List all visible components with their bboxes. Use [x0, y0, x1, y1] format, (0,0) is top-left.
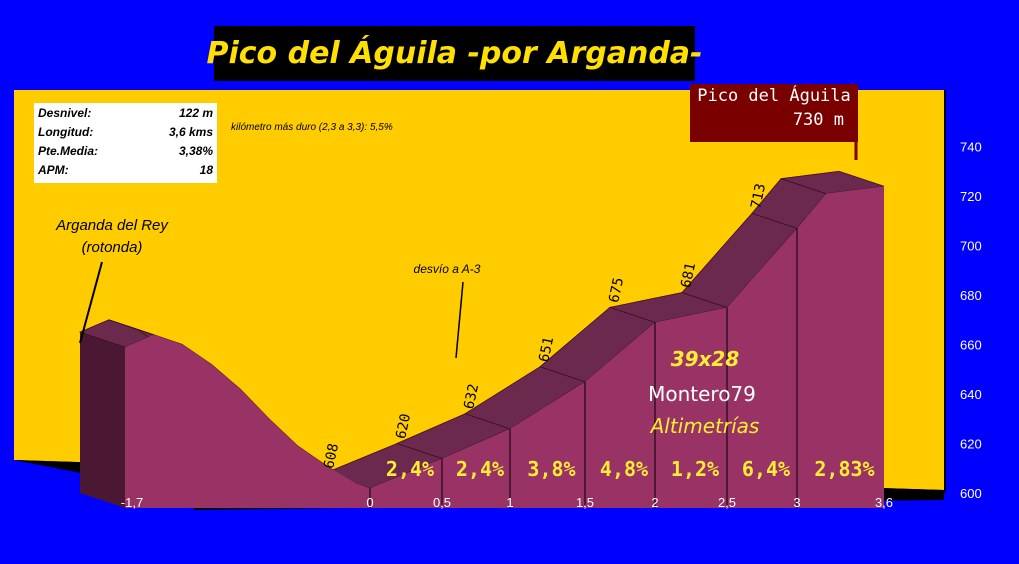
credit-series: Altimetrías — [649, 414, 760, 438]
altitude-label: 651 — [536, 336, 557, 364]
gradient-label: 2,4% — [386, 457, 434, 481]
altitude-label: 675 — [606, 276, 627, 304]
junction-label: desvío a A-3 — [414, 262, 481, 276]
stat-value: 3,6 kms — [168, 125, 213, 139]
stat-label: Desnivel: — [38, 106, 92, 120]
x-tick-label: 2,5 — [718, 495, 736, 510]
peak-banner: Pico del Águila 730 m — [690, 84, 858, 142]
profile-side-face — [80, 332, 125, 508]
gradient-label: 6,4% — [742, 457, 790, 481]
chart-side-wall — [944, 90, 946, 495]
stat-row: APM: 18 — [34, 160, 217, 179]
elevation-profile — [78, 170, 885, 508]
x-tick-label: 3,6 — [875, 495, 893, 510]
y-tick-label: 700 — [960, 239, 982, 254]
chart-title: Pico del Águila -por Arganda- — [206, 36, 703, 71]
x-tick-label: 0 — [366, 495, 373, 510]
stat-value: 3,38% — [178, 144, 213, 158]
gradient-label: 3,8% — [527, 457, 575, 481]
stats-panel: Desnivel: 122 m Longitud: 3,6 kms Pte.Medi… — [34, 103, 217, 183]
y-tick-label: 720 — [960, 189, 982, 204]
gradient-label: 4,8% — [600, 457, 648, 481]
credit-scale: 39x28 — [671, 347, 740, 371]
y-tick-label: 600 — [960, 486, 982, 501]
y-tick-label: 620 — [960, 437, 982, 452]
stat-row: Pte.Media: 3,38% — [34, 141, 217, 160]
altitude-label: 632 — [461, 383, 482, 411]
credit-author: Montero79 — [648, 382, 756, 406]
start-location-label: (rotonda) — [82, 239, 143, 256]
altitude-label: 713 — [748, 182, 769, 210]
altitude-label: 608 — [321, 442, 342, 470]
peak-name: Pico del Águila — [697, 86, 851, 106]
altitude-label: 681 — [678, 261, 699, 289]
hardest-km-note: kilómetro más duro (2,3 a 3,3): 5,5% — [231, 122, 393, 133]
gradient-label: 2,4% — [456, 457, 504, 481]
peak-altitude: 730 m — [792, 110, 844, 130]
x-tick-label: 0,5 — [433, 495, 451, 510]
y-tick-label: 660 — [960, 338, 982, 353]
stat-label: Longitud: — [38, 125, 94, 139]
stat-row: Longitud: 3,6 kms — [34, 122, 217, 141]
x-tick-label: 2 — [651, 495, 658, 510]
x-tick-label: -1,7 — [121, 495, 143, 510]
altitude-label: 620 — [393, 412, 414, 440]
stat-label: APM: — [38, 163, 69, 177]
stat-value: 18 — [199, 163, 213, 177]
x-tick-label: 1 — [506, 495, 513, 510]
junction-pointer-line — [455, 281, 464, 359]
y-tick-label: 640 — [960, 387, 982, 402]
chart-marks: -1,7 0 0,5 1 1,5 2 2,5 3 3,6 600 620 640 660 680 700 72… — [55, 122, 982, 510]
stat-label: Pte.Media: — [38, 144, 99, 158]
stat-row: Desnivel: 122 m — [34, 103, 217, 122]
start-pointer-line — [79, 261, 103, 344]
profile-front-face — [125, 186, 884, 508]
start-location-label: Arganda del Rey — [55, 217, 169, 234]
gradient-label: 1,2% — [671, 457, 719, 481]
x-tick-label: 1,5 — [576, 495, 594, 510]
x-tick-label: 3 — [793, 495, 800, 510]
stat-value: 122 m — [178, 106, 213, 120]
y-tick-label: 740 — [960, 140, 982, 155]
title-banner: Pico del Águila -por Arganda- — [207, 26, 703, 81]
y-tick-label: 680 — [960, 288, 982, 303]
gradient-label: 2,83% — [814, 457, 874, 481]
